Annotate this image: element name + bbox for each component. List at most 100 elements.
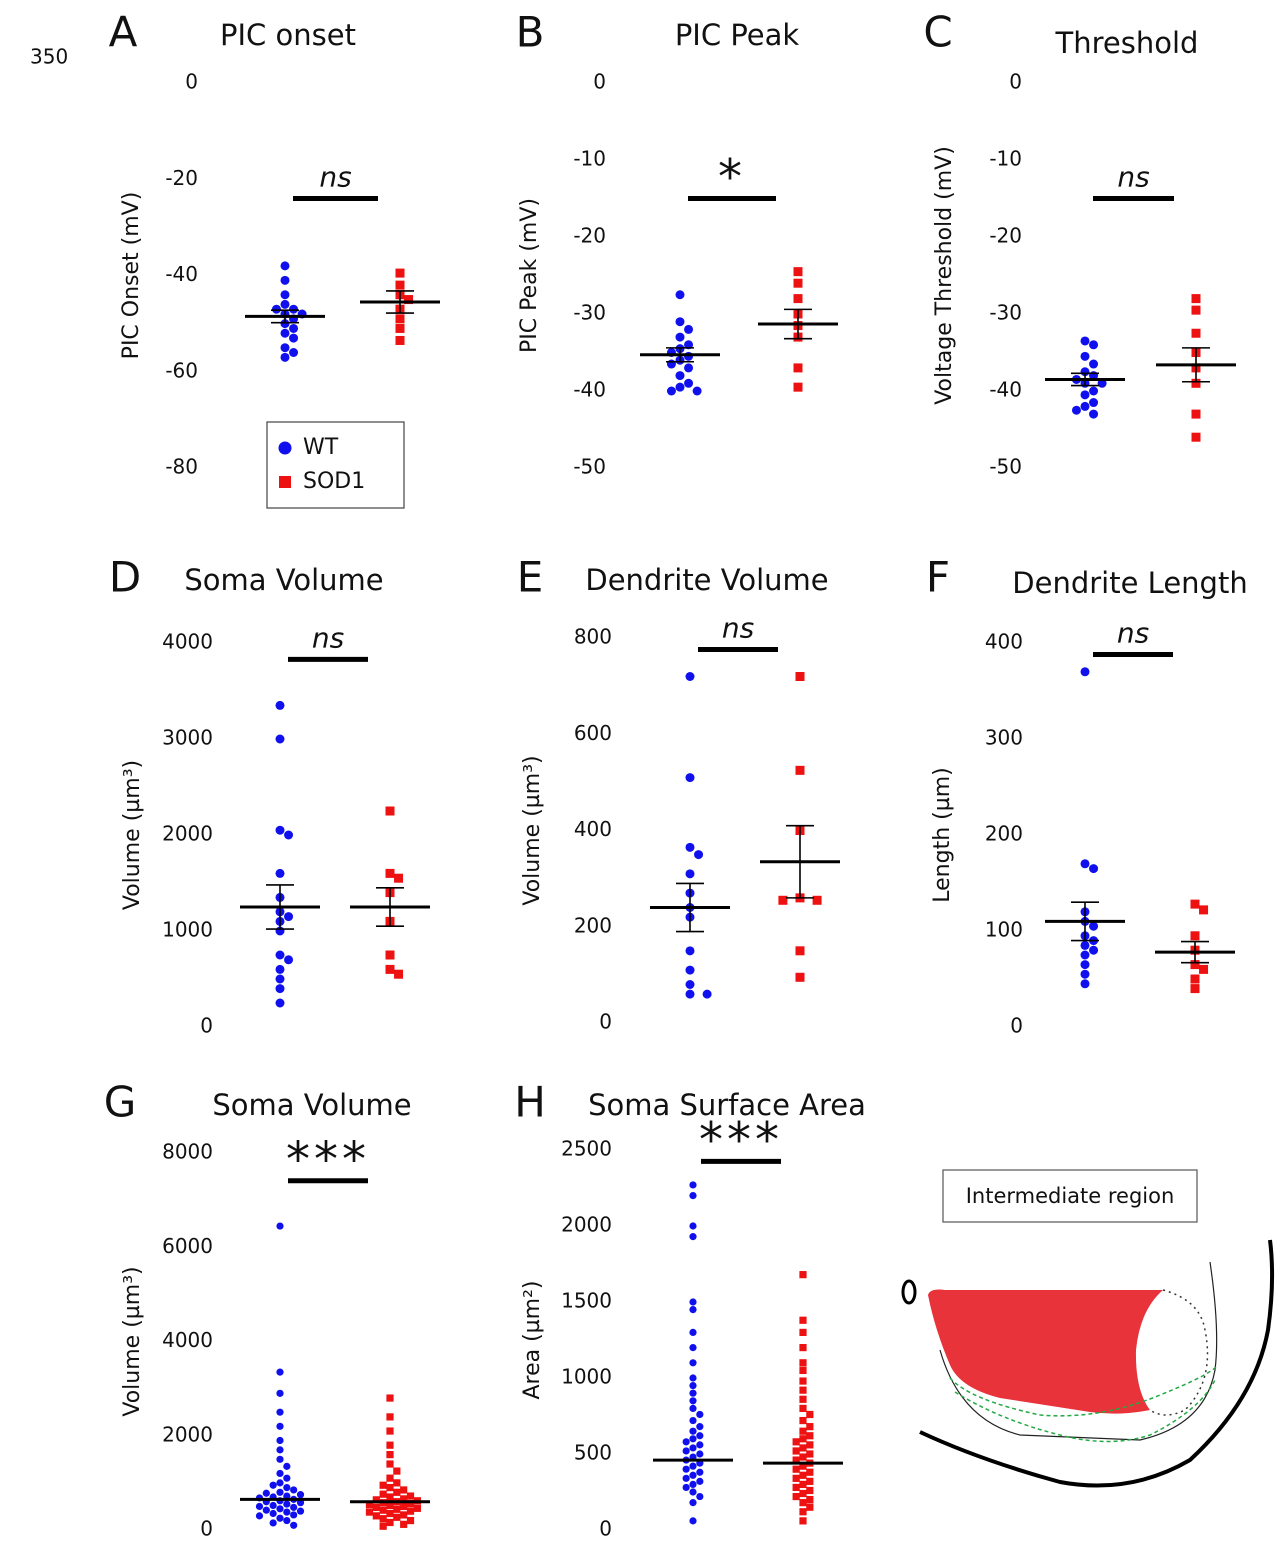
data-point — [689, 1480, 697, 1488]
diagram-label-box — [942, 1169, 1198, 1223]
y-tick-label: -10 — [989, 147, 1022, 171]
data-point — [696, 1423, 704, 1431]
data-point — [269, 1519, 277, 1527]
data-point — [685, 842, 695, 852]
data-point — [793, 363, 803, 373]
data-point — [675, 371, 685, 381]
data-point — [393, 1505, 401, 1513]
data-point — [406, 1500, 415, 1508]
data-point — [386, 1427, 394, 1435]
data-point — [276, 1422, 284, 1430]
data-point — [1071, 405, 1081, 415]
data-point — [792, 1456, 800, 1464]
data-point — [290, 1503, 298, 1511]
y-axis-label: PIC Peak (mV) — [517, 198, 542, 353]
data-point — [276, 1469, 284, 1478]
data-point — [385, 964, 395, 974]
data-point — [1191, 294, 1201, 304]
data-point — [280, 299, 290, 309]
panel-title: Threshold — [1055, 26, 1199, 60]
data-point — [1080, 390, 1090, 400]
data-point — [1199, 964, 1209, 974]
data-point — [262, 1506, 270, 1514]
data-point — [289, 333, 299, 343]
data-point — [379, 1506, 387, 1514]
data-point — [799, 1359, 807, 1367]
data-point — [1097, 378, 1107, 388]
data-point — [689, 1192, 697, 1200]
significance-label: ns — [1117, 617, 1149, 650]
data-point — [386, 1413, 394, 1421]
data-point — [406, 1507, 415, 1515]
y-tick-label: 200 — [985, 822, 1023, 846]
y-tick-label: 400 — [574, 817, 612, 841]
y-axis-label: Area (µm²) — [520, 1280, 545, 1399]
data-point — [395, 335, 405, 345]
data-point — [393, 1513, 401, 1521]
data-point — [393, 1488, 401, 1496]
data-point — [283, 1500, 291, 1508]
data-point — [290, 1511, 298, 1519]
data-point — [275, 700, 285, 710]
diagram-label: Intermediate region — [966, 1184, 1175, 1208]
data-point — [685, 869, 695, 879]
data-point — [685, 773, 695, 783]
data-point — [365, 1500, 374, 1509]
data-point — [682, 1438, 690, 1446]
data-point — [275, 998, 285, 1008]
y-tick-label: -40 — [573, 378, 606, 402]
y-tick-label: 0 — [1009, 70, 1022, 94]
data-point — [1089, 359, 1099, 369]
data-point — [799, 1489, 807, 1498]
data-point — [1080, 950, 1090, 960]
panel-letter: F — [926, 553, 950, 602]
significance-label: ns — [312, 621, 344, 654]
y-tick-label: 600 — [574, 721, 612, 745]
data-point — [275, 734, 285, 744]
data-point — [385, 868, 395, 878]
data-point — [792, 1492, 800, 1501]
data-point — [778, 895, 788, 905]
y-tick-label: 6000 — [162, 1234, 213, 1258]
data-point — [386, 1501, 394, 1510]
significance-label: *** — [286, 1132, 370, 1188]
data-point — [1089, 386, 1099, 396]
y-tick-label: -80 — [165, 455, 198, 479]
panel: B PIC Peak PIC Peak (mV) 0 -10 -20 -30 -40 -50 * — [516, 8, 838, 479]
data-point — [806, 1477, 814, 1485]
y-tick-label: 500 — [574, 1441, 612, 1465]
panel-letter: E — [517, 553, 544, 602]
data-point — [689, 1471, 697, 1479]
y-tick-label: 0 — [599, 1010, 612, 1034]
y-tick-label: -50 — [573, 455, 606, 479]
data-point — [365, 1508, 374, 1516]
y-tick-label: 300 — [985, 726, 1023, 750]
significance-label: ns — [722, 612, 754, 645]
panel-letter: G — [104, 1078, 137, 1127]
data-point — [386, 1493, 394, 1501]
data-point — [689, 1444, 697, 1452]
data-point — [280, 343, 290, 353]
data-point — [684, 351, 694, 361]
y-tick-label: 0 — [599, 1517, 612, 1541]
data-point — [406, 1492, 415, 1500]
data-point — [280, 319, 290, 329]
y-axis-label: PIC Onset (mV) — [119, 192, 144, 360]
data-point — [280, 328, 290, 338]
data-point — [393, 1479, 401, 1487]
data-point — [385, 950, 395, 960]
data-point — [386, 1460, 394, 1468]
diagram: Intermediate region — [901, 1169, 1275, 1488]
panel-title: PIC Peak — [675, 18, 800, 52]
data-point — [696, 1477, 704, 1485]
data-point — [696, 1492, 704, 1501]
data-point — [799, 1453, 807, 1461]
panel: H Soma Surface Area Area (µm²) 0 500 1000 1500… — [514, 1078, 866, 1541]
data-point — [275, 868, 285, 878]
diagram-shape — [901, 1279, 917, 1305]
data-point — [393, 1467, 401, 1475]
data-point — [689, 1344, 697, 1352]
data-point — [400, 1502, 408, 1511]
data-point — [689, 1427, 697, 1435]
data-point — [276, 1408, 284, 1416]
